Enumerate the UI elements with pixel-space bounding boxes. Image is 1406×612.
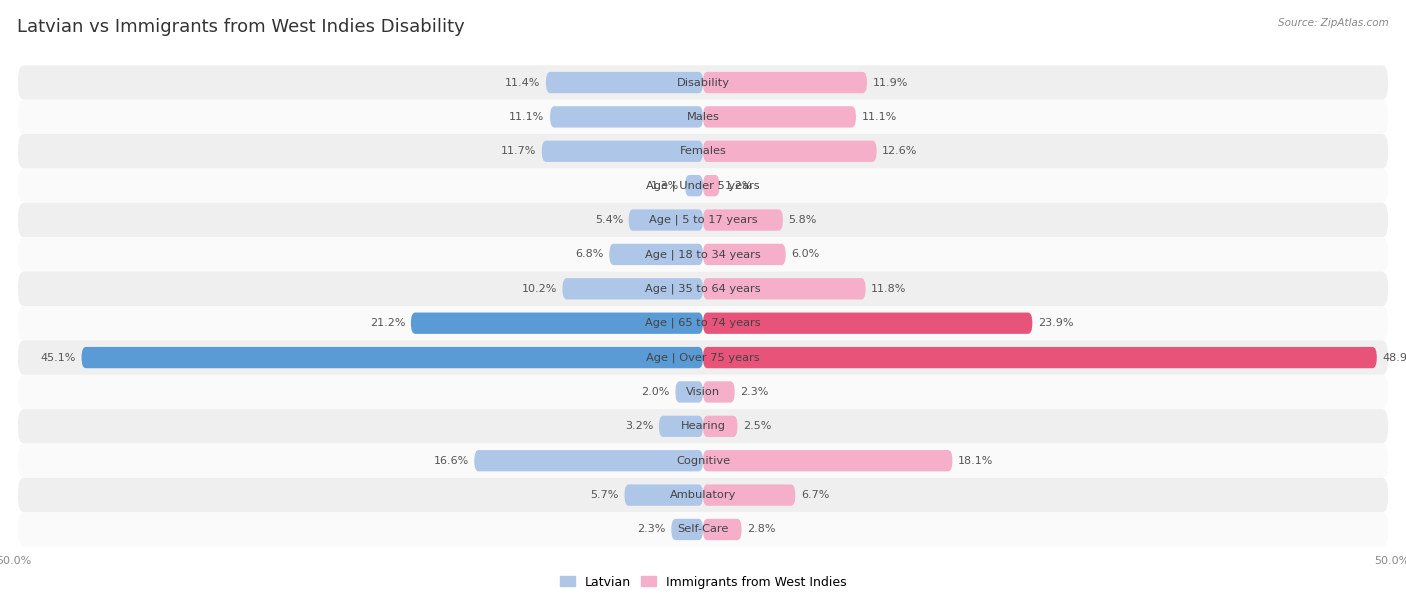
Text: Age | 35 to 64 years: Age | 35 to 64 years — [645, 283, 761, 294]
Text: Ambulatory: Ambulatory — [669, 490, 737, 500]
Text: Age | Over 75 years: Age | Over 75 years — [647, 353, 759, 363]
Text: 2.8%: 2.8% — [747, 524, 776, 534]
FancyBboxPatch shape — [703, 416, 738, 437]
FancyBboxPatch shape — [703, 485, 796, 506]
FancyBboxPatch shape — [671, 519, 703, 540]
Text: Age | 18 to 34 years: Age | 18 to 34 years — [645, 249, 761, 259]
Text: 12.6%: 12.6% — [882, 146, 918, 156]
Text: Cognitive: Cognitive — [676, 456, 730, 466]
FancyBboxPatch shape — [18, 203, 1388, 237]
Text: 5.7%: 5.7% — [591, 490, 619, 500]
FancyBboxPatch shape — [685, 175, 703, 196]
FancyBboxPatch shape — [18, 444, 1388, 478]
FancyBboxPatch shape — [675, 381, 703, 403]
FancyBboxPatch shape — [550, 106, 703, 127]
FancyBboxPatch shape — [703, 381, 735, 403]
Text: Age | 65 to 74 years: Age | 65 to 74 years — [645, 318, 761, 329]
Text: 11.1%: 11.1% — [509, 112, 544, 122]
FancyBboxPatch shape — [659, 416, 703, 437]
Text: Males: Males — [686, 112, 720, 122]
Text: Source: ZipAtlas.com: Source: ZipAtlas.com — [1278, 18, 1389, 28]
FancyBboxPatch shape — [82, 347, 703, 368]
Text: 2.3%: 2.3% — [637, 524, 666, 534]
Text: 2.0%: 2.0% — [641, 387, 669, 397]
FancyBboxPatch shape — [18, 375, 1388, 409]
Text: Age | Under 5 years: Age | Under 5 years — [647, 181, 759, 191]
FancyBboxPatch shape — [18, 512, 1388, 547]
Text: 11.4%: 11.4% — [505, 78, 540, 88]
FancyBboxPatch shape — [18, 168, 1388, 203]
FancyBboxPatch shape — [18, 478, 1388, 512]
FancyBboxPatch shape — [18, 340, 1388, 375]
Text: 11.1%: 11.1% — [862, 112, 897, 122]
Text: Disability: Disability — [676, 78, 730, 88]
Text: Age | 5 to 17 years: Age | 5 to 17 years — [648, 215, 758, 225]
FancyBboxPatch shape — [703, 244, 786, 265]
Text: 23.9%: 23.9% — [1038, 318, 1073, 328]
FancyBboxPatch shape — [624, 485, 703, 506]
FancyBboxPatch shape — [411, 313, 703, 334]
Text: 1.3%: 1.3% — [651, 181, 679, 191]
FancyBboxPatch shape — [703, 313, 1032, 334]
Text: 1.2%: 1.2% — [725, 181, 754, 191]
FancyBboxPatch shape — [541, 141, 703, 162]
Text: 18.1%: 18.1% — [957, 456, 993, 466]
FancyBboxPatch shape — [18, 409, 1388, 444]
FancyBboxPatch shape — [703, 175, 720, 196]
FancyBboxPatch shape — [18, 134, 1388, 168]
Text: 11.9%: 11.9% — [873, 78, 908, 88]
Text: 3.2%: 3.2% — [626, 421, 654, 431]
Text: 2.5%: 2.5% — [742, 421, 772, 431]
FancyBboxPatch shape — [703, 209, 783, 231]
FancyBboxPatch shape — [609, 244, 703, 265]
FancyBboxPatch shape — [18, 100, 1388, 134]
Text: 10.2%: 10.2% — [522, 284, 557, 294]
FancyBboxPatch shape — [703, 278, 866, 299]
Legend: Latvian, Immigrants from West Indies: Latvian, Immigrants from West Indies — [554, 570, 852, 594]
FancyBboxPatch shape — [703, 72, 868, 93]
Text: 6.8%: 6.8% — [575, 250, 603, 259]
Text: 5.4%: 5.4% — [595, 215, 623, 225]
Text: Self-Care: Self-Care — [678, 524, 728, 534]
FancyBboxPatch shape — [703, 106, 856, 127]
Text: 11.8%: 11.8% — [872, 284, 907, 294]
FancyBboxPatch shape — [562, 278, 703, 299]
Text: 11.7%: 11.7% — [501, 146, 536, 156]
Text: 48.9%: 48.9% — [1382, 353, 1406, 362]
Text: Latvian vs Immigrants from West Indies Disability: Latvian vs Immigrants from West Indies D… — [17, 18, 464, 36]
Text: 5.8%: 5.8% — [789, 215, 817, 225]
Text: 6.7%: 6.7% — [801, 490, 830, 500]
Text: 16.6%: 16.6% — [433, 456, 468, 466]
FancyBboxPatch shape — [18, 272, 1388, 306]
FancyBboxPatch shape — [18, 237, 1388, 272]
Text: Vision: Vision — [686, 387, 720, 397]
FancyBboxPatch shape — [546, 72, 703, 93]
FancyBboxPatch shape — [18, 65, 1388, 100]
Text: 2.3%: 2.3% — [740, 387, 769, 397]
Text: 6.0%: 6.0% — [792, 250, 820, 259]
FancyBboxPatch shape — [703, 347, 1376, 368]
FancyBboxPatch shape — [474, 450, 703, 471]
FancyBboxPatch shape — [18, 306, 1388, 340]
Text: 21.2%: 21.2% — [370, 318, 405, 328]
FancyBboxPatch shape — [703, 450, 952, 471]
Text: Hearing: Hearing — [681, 421, 725, 431]
FancyBboxPatch shape — [628, 209, 703, 231]
Text: 45.1%: 45.1% — [41, 353, 76, 362]
Text: Females: Females — [679, 146, 727, 156]
FancyBboxPatch shape — [703, 141, 876, 162]
FancyBboxPatch shape — [703, 519, 741, 540]
